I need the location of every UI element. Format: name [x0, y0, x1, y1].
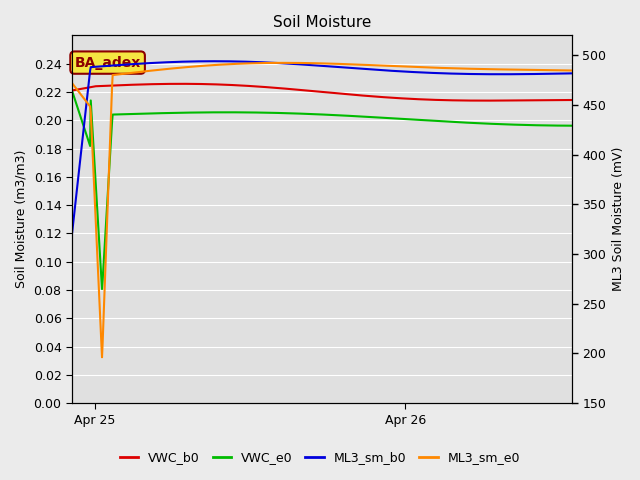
Line: VWC_b0: VWC_b0 [72, 84, 572, 101]
VWC_b0 [568, 97, 576, 103]
VWC_e0 [359, 114, 367, 120]
ML3_sm_b0 [99, 63, 106, 69]
ML3_sm_e0 [373, 62, 381, 68]
ML3_sm_e0 [388, 63, 396, 69]
ML3_sm_b0 [499, 72, 507, 77]
VWC_e0 [448, 119, 456, 125]
VWC_b0 [99, 83, 106, 89]
Text: BA_adex: BA_adex [74, 56, 141, 70]
ML3_sm_b0 [68, 231, 76, 237]
Line: ML3_sm_e0: ML3_sm_e0 [72, 63, 572, 357]
ML3_sm_e0 [98, 354, 106, 360]
Legend: VWC_b0, VWC_e0, ML3_sm_b0, ML3_sm_e0: VWC_b0, VWC_e0, ML3_sm_b0, ML3_sm_e0 [115, 446, 525, 469]
VWC_e0 [98, 286, 106, 292]
Y-axis label: ML3 Soil Moisture (mV): ML3 Soil Moisture (mV) [612, 147, 625, 291]
VWC_e0 [568, 123, 576, 129]
Y-axis label: Soil Moisture (m3/m3): Soil Moisture (m3/m3) [15, 150, 28, 288]
ML3_sm_e0 [360, 62, 367, 68]
ML3_sm_b0 [210, 59, 218, 64]
VWC_b0 [481, 98, 489, 104]
ML3_sm_e0 [568, 68, 576, 73]
Line: VWC_e0: VWC_e0 [72, 91, 572, 289]
VWC_b0 [178, 81, 186, 87]
ML3_sm_e0 [449, 65, 456, 71]
VWC_b0 [448, 97, 456, 103]
VWC_b0 [359, 93, 367, 98]
VWC_b0 [500, 97, 508, 103]
ML3_sm_e0 [500, 67, 508, 72]
ML3_sm_e0 [68, 80, 76, 86]
VWC_e0 [68, 88, 76, 94]
ML3_sm_b0 [359, 66, 367, 72]
ML3_sm_e0 [99, 323, 107, 329]
ML3_sm_b0 [372, 67, 380, 72]
VWC_e0 [99, 267, 107, 273]
Line: ML3_sm_b0: ML3_sm_b0 [72, 61, 572, 234]
VWC_e0 [387, 115, 395, 121]
VWC_b0 [372, 94, 380, 99]
VWC_e0 [499, 121, 507, 127]
VWC_b0 [387, 95, 395, 101]
ML3_sm_e0 [280, 60, 288, 66]
ML3_sm_b0 [568, 71, 576, 76]
VWC_e0 [372, 114, 380, 120]
VWC_b0 [68, 88, 76, 94]
ML3_sm_b0 [448, 71, 456, 76]
Title: Soil Moisture: Soil Moisture [273, 15, 371, 30]
ML3_sm_b0 [387, 68, 395, 73]
